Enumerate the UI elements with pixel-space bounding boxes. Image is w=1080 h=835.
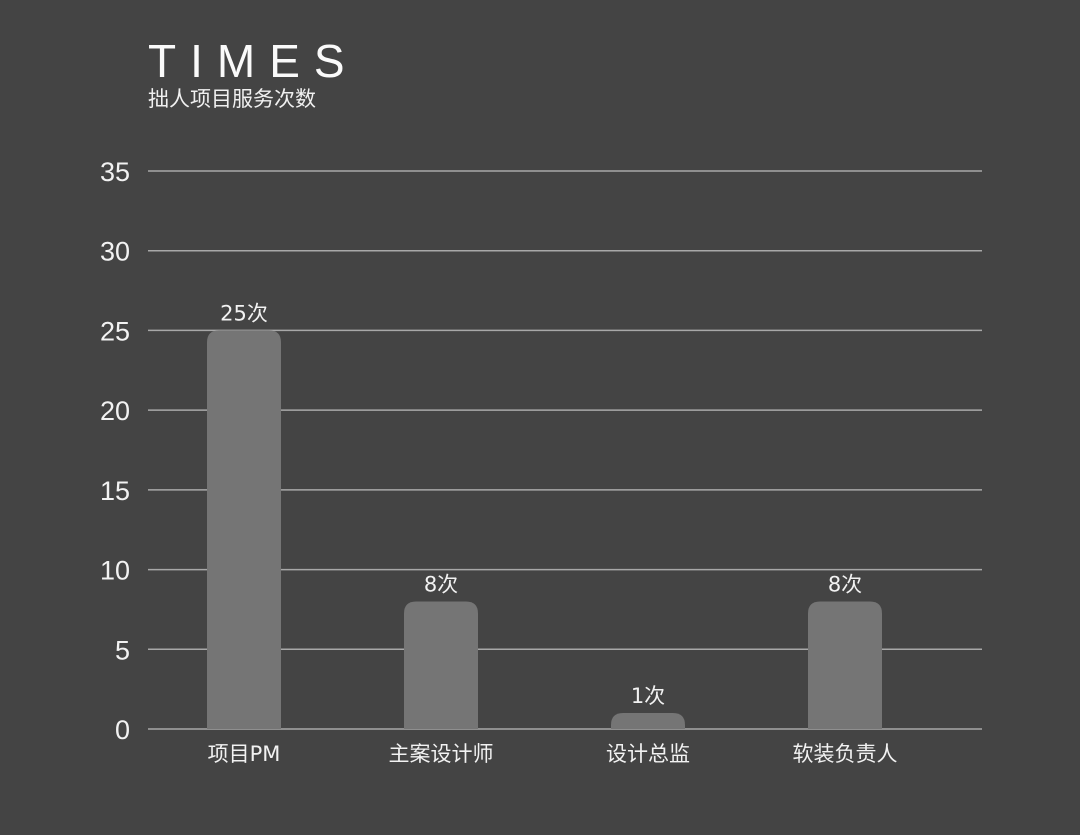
bar xyxy=(611,713,685,729)
data-label: 1次 xyxy=(631,684,665,708)
bar xyxy=(207,330,281,729)
y-tick-label: 35 xyxy=(100,157,130,187)
y-tick-label: 15 xyxy=(100,476,130,506)
data-label: 8次 xyxy=(424,572,458,596)
y-tick-label: 20 xyxy=(100,396,130,426)
chart-title: TIMES xyxy=(148,35,359,87)
x-tick-label: 设计总监 xyxy=(606,742,690,766)
y-tick-label: 30 xyxy=(100,237,130,267)
chart-subtitle: 拙人项目服务次数 xyxy=(148,87,316,111)
y-tick-label: 25 xyxy=(100,316,130,346)
x-tick-label: 软装负责人 xyxy=(793,742,898,766)
y-tick-label: 10 xyxy=(100,556,130,586)
data-label: 8次 xyxy=(828,572,862,596)
x-tick-label: 主案设计师 xyxy=(389,742,494,766)
bar xyxy=(404,601,478,729)
data-label: 25次 xyxy=(220,301,268,325)
y-tick-label: 0 xyxy=(115,715,130,745)
x-tick-label: 项目PM xyxy=(208,742,281,766)
y-tick-label: 5 xyxy=(115,635,130,665)
bar xyxy=(808,601,882,729)
